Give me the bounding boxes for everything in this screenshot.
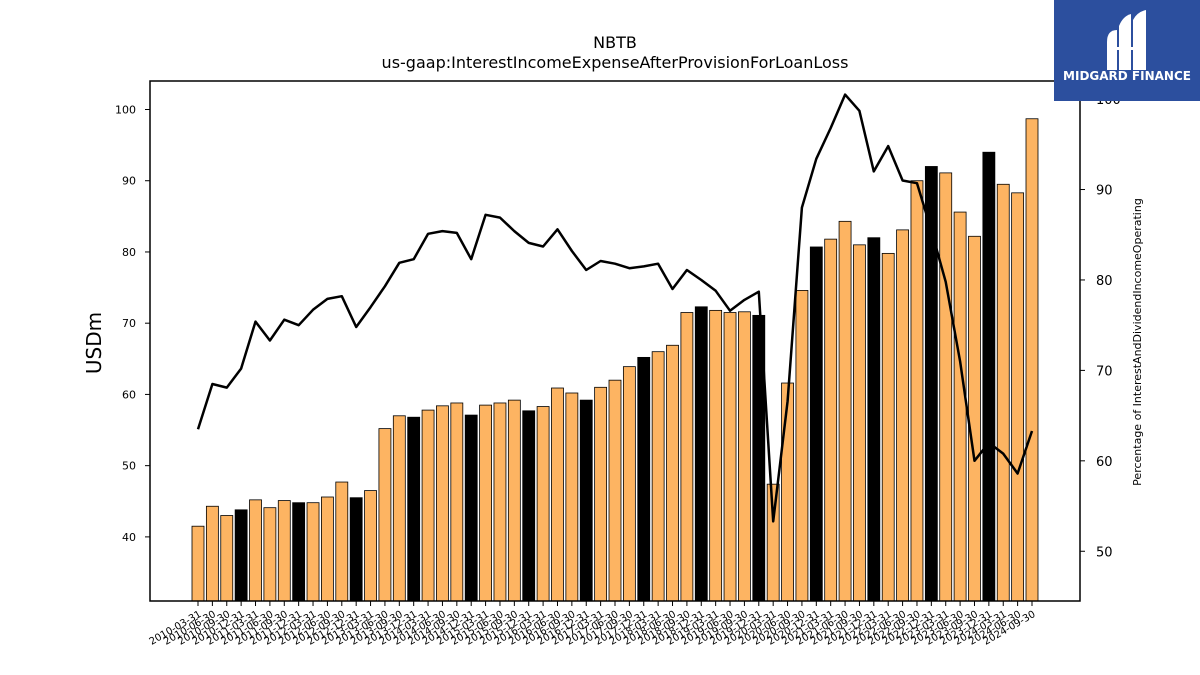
bar-2023-06-30 <box>953 211 967 602</box>
bar-2020-12-31 <box>809 246 823 602</box>
logo-text: MIDGARD FINANCE <box>1063 69 1191 83</box>
bar-2024-09-30 <box>1025 118 1039 602</box>
bar-2016-12-31 <box>579 399 593 602</box>
bar-2016-09-30 <box>565 392 579 602</box>
bar-2017-06-30 <box>608 379 622 602</box>
bar-2017-09-30 <box>622 366 636 602</box>
bar-2018-12-31 <box>694 306 708 602</box>
bar-2019-06-30 <box>723 312 737 602</box>
bar-2015-03-31 <box>479 404 492 602</box>
bar-2011-06-30 <box>263 507 277 602</box>
bar-2011-03-31 <box>249 499 262 602</box>
bar-2019-03-31 <box>709 309 723 602</box>
x-axis: 2010-03-312010-06-302010-09-302010-12-31… <box>148 601 1038 648</box>
left-tick-label: 50 <box>122 460 136 473</box>
left-tick-label: 70 <box>122 317 136 330</box>
left-tick-label: 80 <box>122 246 136 259</box>
bar-2021-03-31 <box>824 238 838 602</box>
bar-2015-12-31 <box>522 410 536 602</box>
bar-2013-09-30 <box>392 415 406 602</box>
chart-subtitle: us-gaap:InterestIncomeExpenseAfterProvis… <box>382 53 849 72</box>
bar-2023-12-31 <box>982 151 996 602</box>
bar-2012-03-31 <box>306 502 320 602</box>
left-tick-label: 90 <box>122 175 136 188</box>
bar-2016-06-30 <box>551 387 564 602</box>
bar-series <box>191 118 1039 602</box>
bar-2022-06-30 <box>896 229 909 602</box>
left-axis: 40 50 60 70 80 90 100 <box>115 103 150 544</box>
right-tick-label: 70 <box>1096 364 1113 379</box>
right-tick-label: 90 <box>1096 184 1113 199</box>
bar-2018-06-30 <box>666 344 679 602</box>
bar-2015-09-30 <box>507 399 521 602</box>
bar-2014-06-30 <box>436 405 449 602</box>
chart-title: NBTB <box>593 33 637 52</box>
y-axis-label: USDm <box>82 312 106 374</box>
bar-2010-06-30 <box>205 505 219 602</box>
bar-2014-03-31 <box>421 409 435 602</box>
bar-2020-06-30 <box>781 382 794 602</box>
bar-2017-03-31 <box>594 386 608 602</box>
bar-2011-09-30 <box>277 500 291 602</box>
left-tick-label: 40 <box>122 531 136 544</box>
logo: MIDGARD FINANCE <box>1054 0 1200 101</box>
left-tick-label: 60 <box>122 388 136 401</box>
bar-2017-12-31 <box>637 356 651 602</box>
right-tick-label: 50 <box>1096 545 1113 560</box>
bar-2019-09-30 <box>738 311 751 602</box>
bar-2013-06-30 <box>378 428 392 602</box>
bar-2023-03-31 <box>939 172 953 602</box>
bar-2021-06-30 <box>838 220 852 602</box>
bar-2022-03-31 <box>881 252 895 602</box>
logo-mark-icon <box>1107 10 1146 70</box>
percentage-line <box>196 93 1034 523</box>
bar-2023-09-30 <box>968 235 981 602</box>
bar-2014-12-31 <box>464 414 478 602</box>
left-tick-label: 100 <box>115 103 136 116</box>
bar-2024-06-30 <box>1011 192 1025 602</box>
bar-2010-09-30 <box>220 515 234 602</box>
bar-2016-03-31 <box>536 406 550 602</box>
bar-2014-09-30 <box>450 402 464 602</box>
bar-2015-06-30 <box>493 402 507 602</box>
bar-2010-03-31 <box>191 525 205 602</box>
bar-2013-03-31 <box>364 490 377 602</box>
bar-2022-09-30 <box>910 180 924 602</box>
bar-2020-09-30 <box>795 290 809 602</box>
bar-2011-12-31 <box>292 502 306 602</box>
bar-2018-03-31 <box>651 351 665 602</box>
bar-2021-09-30 <box>853 244 866 602</box>
right-tick-label: 80 <box>1096 274 1113 289</box>
right-tick-label: 60 <box>1096 455 1113 470</box>
bar-2012-06-30 <box>321 496 334 602</box>
bar-2018-09-30 <box>680 312 694 602</box>
bar-2021-12-31 <box>867 237 881 602</box>
y2-axis-label: Percentage of InterestAndDividendIncomeO… <box>1131 198 1144 486</box>
bar-2012-09-30 <box>335 481 349 602</box>
bar-2010-12-31 <box>234 509 248 602</box>
bar-2012-12-31 <box>349 497 363 602</box>
bar-2024-03-31 <box>996 183 1010 602</box>
bar-2013-12-31 <box>407 416 421 602</box>
